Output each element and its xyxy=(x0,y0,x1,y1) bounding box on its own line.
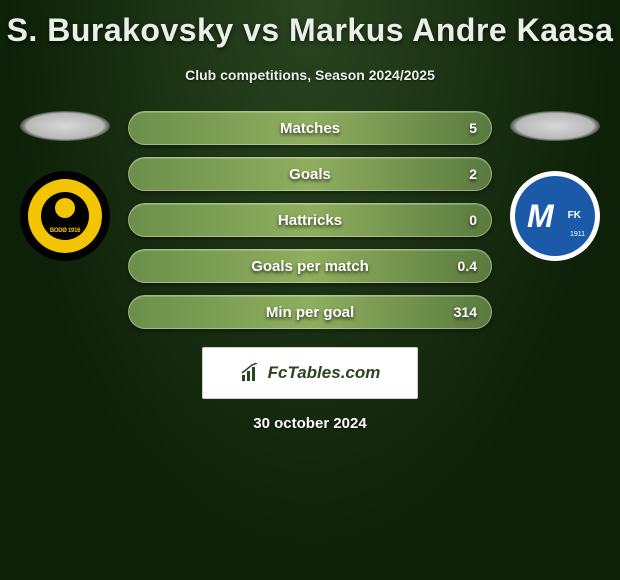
player-left-column: BODØ 1916 xyxy=(10,111,120,261)
bar-chart-icon xyxy=(240,363,262,383)
crest-right-letter: M xyxy=(527,198,554,235)
crest-right-inner: M FK 1911 xyxy=(515,176,595,256)
brand-box: FcTables.com xyxy=(202,347,418,399)
player-right-column: M FK 1911 xyxy=(500,111,610,261)
stat-value: 314 xyxy=(454,304,477,320)
stat-label: Min per goal xyxy=(266,304,354,321)
sun-icon xyxy=(55,198,75,218)
stat-label: Hattricks xyxy=(278,212,342,229)
crest-left-core: BODØ 1916 xyxy=(41,192,89,240)
avatar-placeholder-right xyxy=(510,111,600,141)
stat-value: 0 xyxy=(469,212,477,228)
stats-list: Matches 5 Goals 2 Hattricks 0 Goals per … xyxy=(120,111,500,329)
stat-bar-hattricks: Hattricks 0 xyxy=(128,203,492,237)
subtitle: Club competitions, Season 2024/2025 xyxy=(0,67,620,83)
club-crest-left: BODØ 1916 xyxy=(20,171,110,261)
stat-value: 2 xyxy=(469,166,477,182)
stat-value: 5 xyxy=(469,120,477,136)
comparison-row: BODØ 1916 Matches 5 Goals 2 Hattricks 0 … xyxy=(0,111,620,329)
date-text: 30 october 2024 xyxy=(0,415,620,432)
stat-label: Goals per match xyxy=(251,258,369,275)
brand-text: FcTables.com xyxy=(268,363,381,383)
stat-bar-goals: Goals 2 xyxy=(128,157,492,191)
stat-bar-mpg: Min per goal 314 xyxy=(128,295,492,329)
stat-bar-gpm: Goals per match 0.4 xyxy=(128,249,492,283)
crest-right-fk: FK xyxy=(568,211,581,221)
crest-left-ring: BODØ 1916 xyxy=(28,179,102,253)
stat-value: 0.4 xyxy=(458,258,477,274)
avatar-placeholder-left xyxy=(20,111,110,141)
club-crest-right: M FK 1911 xyxy=(510,171,600,261)
page-title: S. Burakovsky vs Markus Andre Kaasa xyxy=(0,0,620,49)
stat-label: Matches xyxy=(280,120,340,137)
crest-right-year: 1911 xyxy=(570,231,585,238)
stat-bar-matches: Matches 5 xyxy=(128,111,492,145)
stat-label: Goals xyxy=(289,166,331,183)
crest-left-text: BODØ 1916 xyxy=(50,228,80,234)
